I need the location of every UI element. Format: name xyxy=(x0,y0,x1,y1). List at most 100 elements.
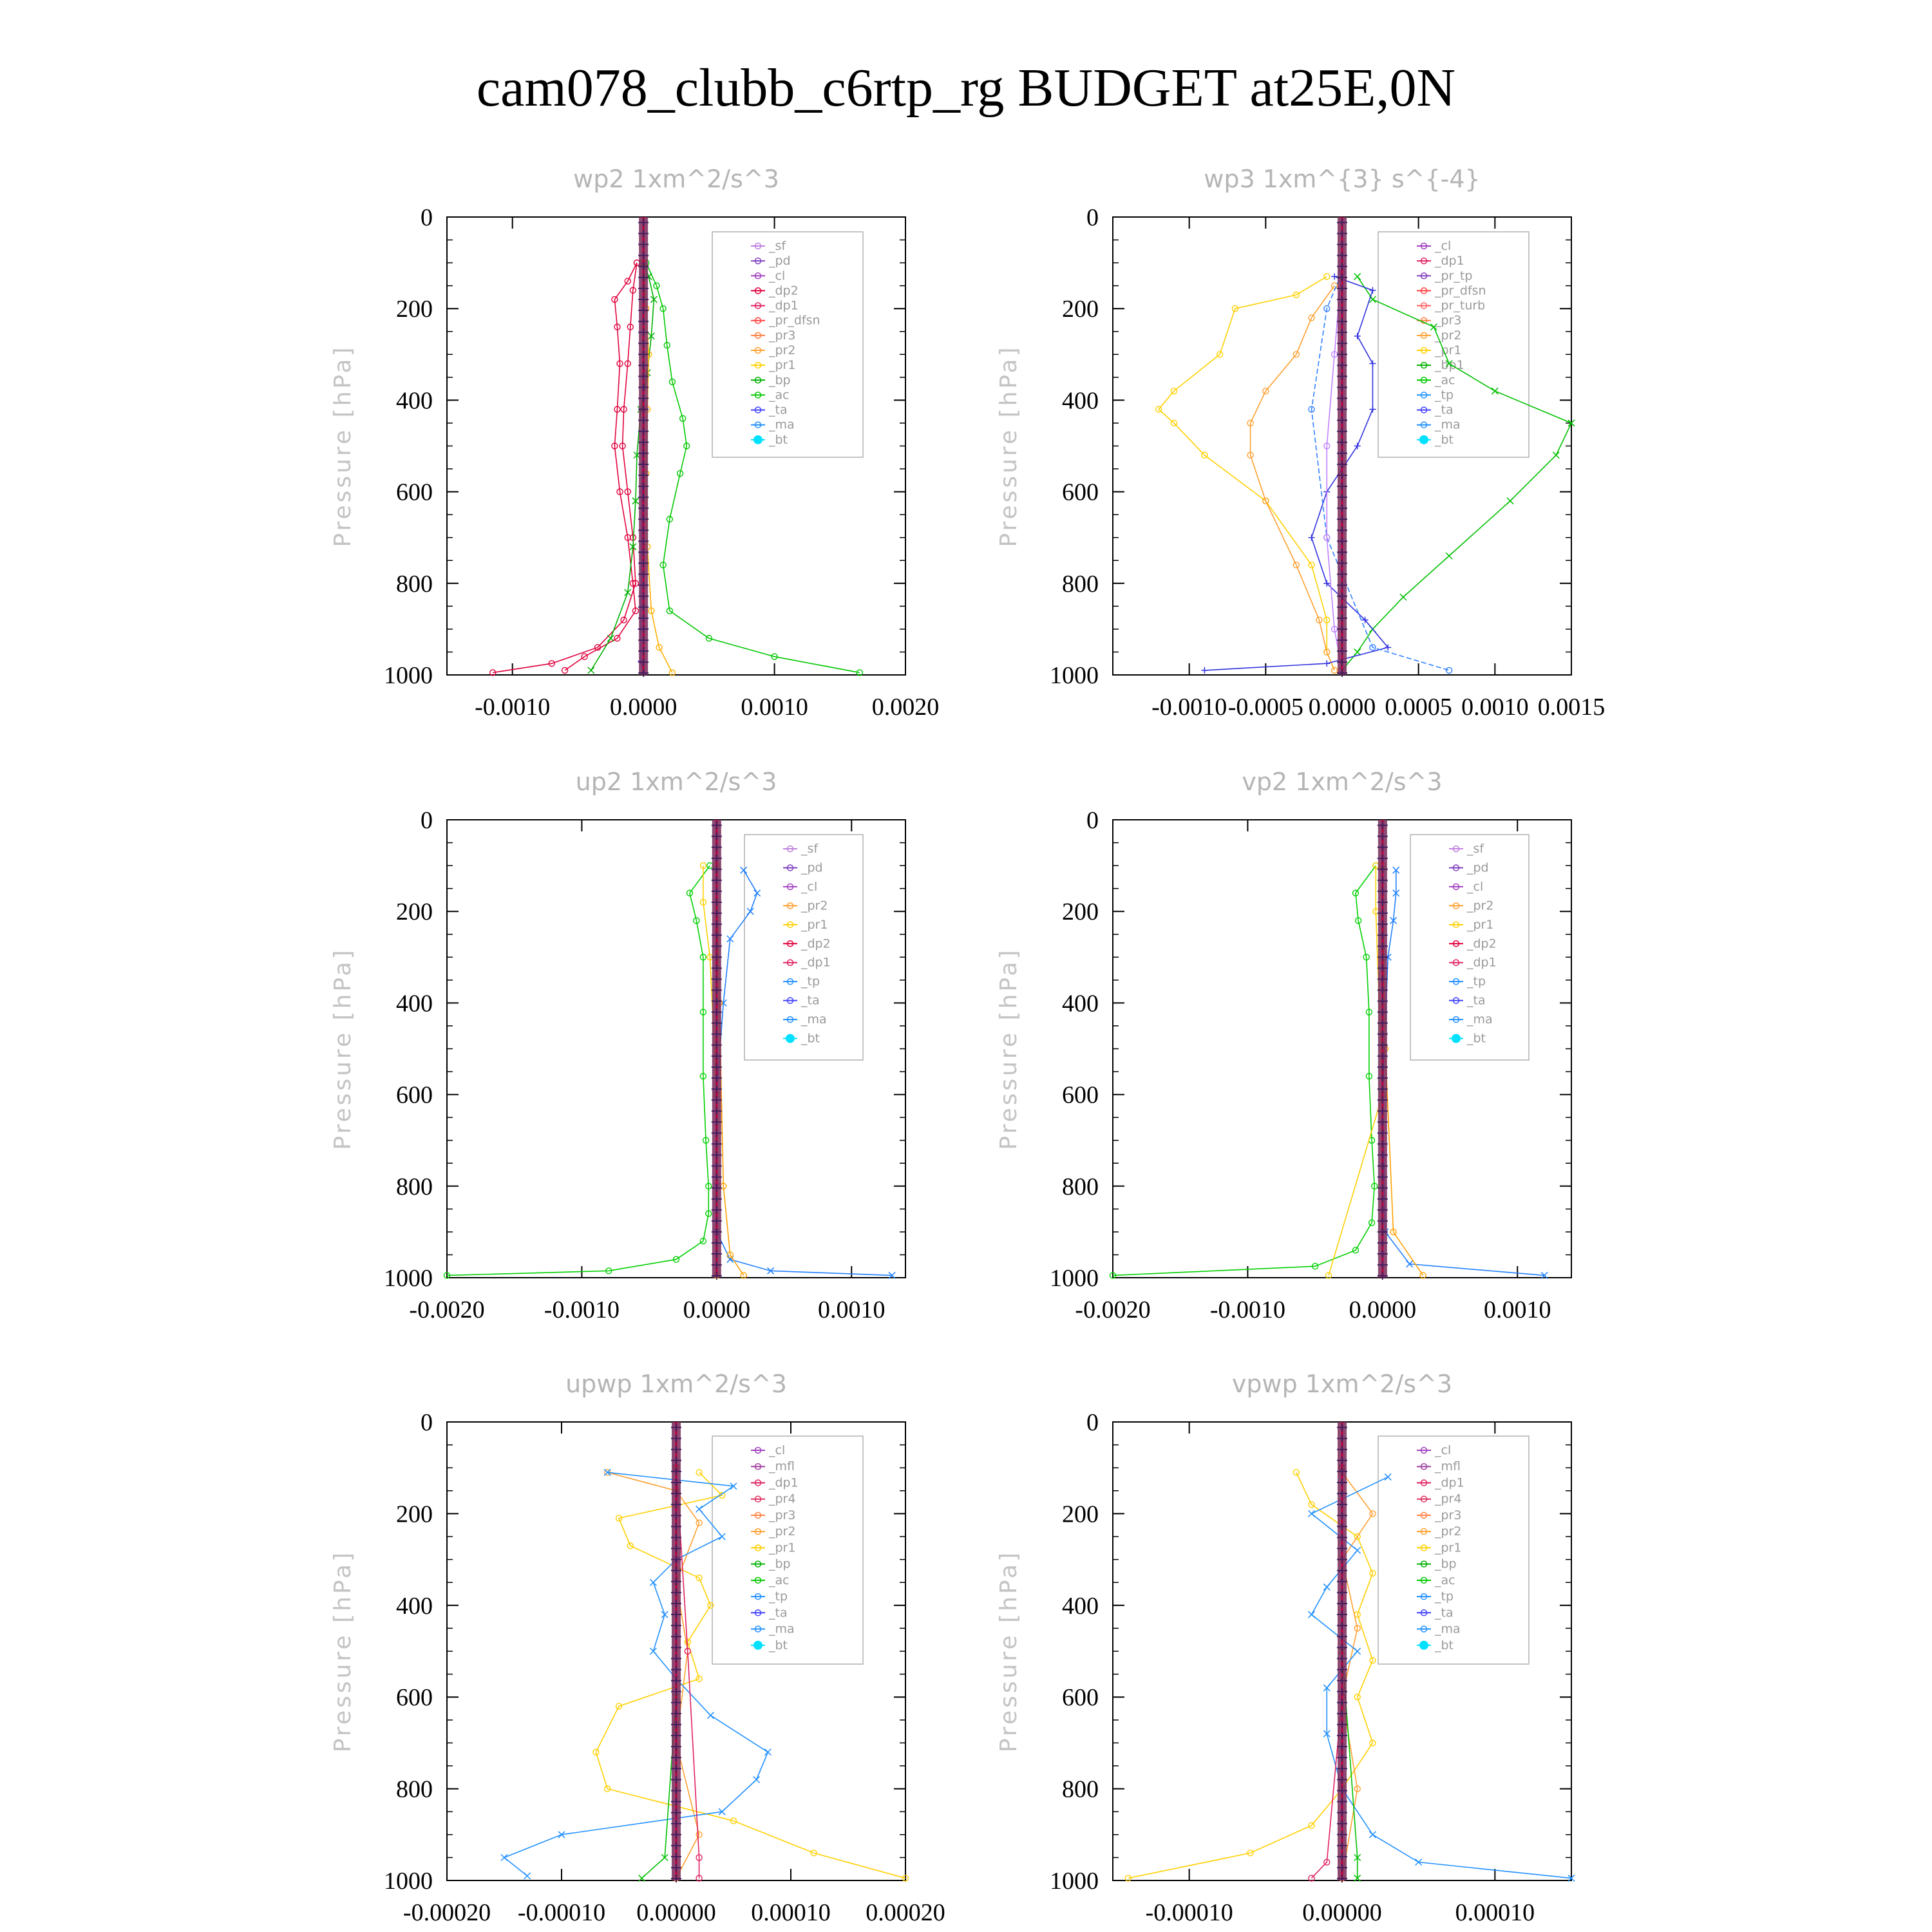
data-point xyxy=(1323,1859,1331,1866)
data-point xyxy=(1354,1785,1361,1792)
legend-entry: _pr2 xyxy=(1434,328,1461,343)
zero-bundle-marker xyxy=(1337,449,1347,457)
legend-marker xyxy=(1420,421,1428,428)
legend-marker xyxy=(754,302,762,309)
data-point xyxy=(1540,1271,1548,1279)
legend-marker xyxy=(1419,435,1428,444)
legend-entry: _pr2 xyxy=(1466,898,1493,913)
zero-bundle-marker xyxy=(671,1709,681,1718)
data-point xyxy=(676,469,684,477)
data-point xyxy=(1231,305,1239,312)
data-point xyxy=(1354,1853,1361,1861)
legend-entry: _pr1 xyxy=(1434,343,1461,357)
data-point xyxy=(699,954,707,961)
y-axis-label: Pressure [hPa] xyxy=(330,947,356,1150)
legend-entry: _ma xyxy=(1434,418,1461,432)
zero-bundle-marker xyxy=(1337,1875,1347,1883)
legend-entry: _ma xyxy=(800,1012,827,1027)
y-tick-label: 0 xyxy=(421,807,433,834)
data-point xyxy=(627,323,634,330)
zero-bundle-marker xyxy=(1337,614,1347,622)
data-point xyxy=(1430,323,1437,331)
zero-bundle-marker xyxy=(1337,1797,1347,1806)
legend-entry: _bt xyxy=(1434,433,1454,447)
legend-marker xyxy=(1420,1544,1428,1551)
zero-bundle-marker xyxy=(1377,1030,1388,1038)
zero-bundle-marker xyxy=(1337,1533,1347,1542)
legend-marker xyxy=(1420,272,1428,279)
zero-bundle-marker xyxy=(638,581,649,589)
zero-bundle-marker xyxy=(638,548,649,556)
data-point xyxy=(1155,406,1162,413)
data-point xyxy=(1293,562,1300,569)
zero-bundle-marker xyxy=(711,1019,722,1027)
data-point xyxy=(1293,291,1300,299)
legend-marker xyxy=(1420,361,1428,369)
zero-bundle-marker xyxy=(1377,1140,1388,1148)
zero-bundle-marker xyxy=(1377,1162,1388,1170)
zero-bundle-marker xyxy=(671,1423,681,1432)
y-tick-label: 800 xyxy=(1062,571,1099,598)
legend-marker xyxy=(754,421,762,428)
data-point xyxy=(659,305,667,312)
zero-bundle-marker xyxy=(671,1445,681,1454)
zero-bundle-marker xyxy=(671,1808,681,1817)
zero-bundle-marker xyxy=(638,251,649,260)
series-tp xyxy=(1379,866,1548,1279)
zero-bundle-marker xyxy=(1377,997,1388,1005)
data-point xyxy=(632,607,639,614)
zero-bundle-marker xyxy=(671,1687,681,1696)
legend-entry: _pr_tp xyxy=(1434,269,1472,283)
zero-bundle-marker xyxy=(1377,1206,1388,1214)
zero-bundle-marker xyxy=(1337,1786,1347,1795)
data-point xyxy=(1567,419,1575,427)
legend-entry: _sf xyxy=(768,239,786,253)
zero-bundle-marker xyxy=(638,295,649,303)
legend-entry: _pr2 xyxy=(1434,1524,1461,1539)
legend-marker xyxy=(754,1544,762,1551)
zero-bundle-marker xyxy=(711,865,722,873)
data-point xyxy=(679,415,687,422)
series-dp1 xyxy=(1109,862,1379,1279)
data-point xyxy=(718,1808,726,1815)
legend-marker xyxy=(1420,1609,1428,1616)
zero-bundle-marker xyxy=(711,1107,722,1115)
x-tick-label: 0.00020 xyxy=(866,1899,945,1926)
zero-bundle-marker xyxy=(671,1852,681,1861)
series-line xyxy=(1326,263,1343,671)
zero-bundle-marker xyxy=(711,1151,722,1159)
data-point xyxy=(730,1817,737,1824)
series-line xyxy=(676,1468,700,1879)
data-point xyxy=(624,589,632,596)
zero-bundle-marker xyxy=(671,1434,681,1443)
legend-entry: _ma xyxy=(1466,1012,1493,1027)
zero-bundle-marker xyxy=(1337,1665,1347,1674)
zero-bundle-marker xyxy=(711,909,722,918)
zero-bundle-marker xyxy=(1377,1063,1388,1071)
data-point xyxy=(1385,644,1392,651)
y-tick-label: 600 xyxy=(1062,1082,1099,1109)
plot-frame xyxy=(1112,819,1572,1278)
y-tick-label: 600 xyxy=(1062,1684,1099,1711)
legend-entry: _ta xyxy=(1434,403,1454,417)
data-point xyxy=(1354,332,1361,339)
data-point xyxy=(1354,442,1361,450)
zero-bundle-marker xyxy=(711,1227,722,1236)
data-point xyxy=(753,889,761,897)
legend-marker xyxy=(786,883,794,891)
data-point xyxy=(666,607,674,614)
legend-marker xyxy=(1452,902,1460,909)
series-line xyxy=(564,262,638,671)
zero-bundle-marker xyxy=(638,570,649,578)
data-point xyxy=(1247,419,1254,427)
legend-box xyxy=(1378,231,1530,458)
series-line xyxy=(1382,870,1545,1276)
legend-entry: _ta xyxy=(768,403,788,417)
zero-bundle-marker xyxy=(638,449,649,457)
zero-bundle-marker xyxy=(1377,986,1388,994)
data-point xyxy=(696,1505,703,1513)
series-line xyxy=(1249,285,1335,671)
legend-marker xyxy=(754,1609,762,1616)
zero-bundle-marker xyxy=(671,1786,681,1795)
legend-marker xyxy=(1420,392,1428,399)
